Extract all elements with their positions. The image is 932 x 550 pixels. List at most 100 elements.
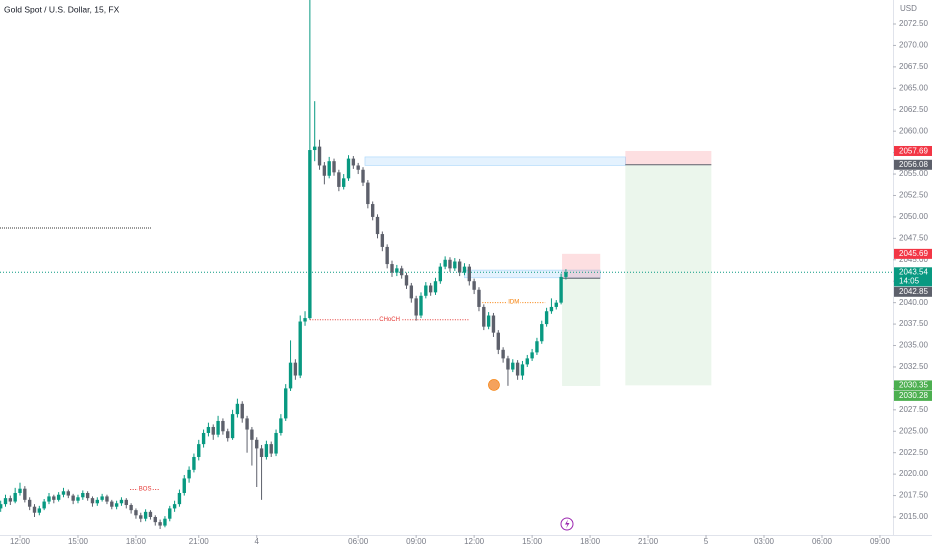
candle-body xyxy=(506,358,510,370)
y-tick-label: 2022.50 xyxy=(899,448,928,457)
candle-body xyxy=(385,246,389,265)
position-risk xyxy=(625,150,712,165)
x-tick-label: 12:00 xyxy=(464,537,485,546)
candle-body xyxy=(482,306,486,327)
price-tag xyxy=(894,390,932,401)
candle-body xyxy=(279,418,283,433)
candle-body xyxy=(100,496,104,500)
x-tick-label: 18:00 xyxy=(580,537,601,546)
candle-body xyxy=(428,285,433,293)
candle-body xyxy=(76,497,80,501)
y-tick-label: 2070.00 xyxy=(899,41,928,50)
candle-body xyxy=(235,403,240,415)
candle-body xyxy=(192,456,196,470)
candle-body xyxy=(462,266,467,273)
candle-body xyxy=(414,298,418,316)
price-tag-label: 2042.85 xyxy=(899,287,928,296)
candle-body xyxy=(274,432,278,454)
candle-body xyxy=(438,266,443,282)
price-tag xyxy=(894,286,932,297)
y-tick-label: 2072.50 xyxy=(899,19,928,28)
candle-body xyxy=(27,499,32,507)
candle-body xyxy=(515,362,520,376)
candle-body xyxy=(293,362,298,376)
y-tick-label: 2020.00 xyxy=(899,469,928,478)
candle-body xyxy=(366,182,370,205)
candle-body xyxy=(61,491,66,495)
candle-body xyxy=(129,504,133,511)
candle-body xyxy=(540,324,544,342)
y-tick-label: 2067.50 xyxy=(899,62,928,71)
candle-body xyxy=(356,165,360,170)
price-tag-label: 2030.28 xyxy=(899,391,928,400)
candle-body xyxy=(81,492,85,498)
candle-body xyxy=(564,272,568,277)
position-reward xyxy=(625,164,712,386)
candle-body xyxy=(370,204,375,217)
drawings xyxy=(0,150,712,386)
candle-body xyxy=(346,158,351,179)
candle-body xyxy=(327,161,331,176)
structure-label: BOS xyxy=(139,487,152,493)
x-tick-label: 06:00 xyxy=(348,537,369,546)
candle-body xyxy=(8,498,13,502)
candle-body xyxy=(448,259,452,269)
y-tick-label: 2065.00 xyxy=(899,83,928,92)
candle-body xyxy=(172,504,177,509)
candle-body xyxy=(544,311,549,325)
candle-body xyxy=(119,499,124,504)
candle-body xyxy=(182,478,186,493)
candle-body xyxy=(211,426,215,435)
position-reward xyxy=(562,278,601,386)
candle-body xyxy=(206,426,211,433)
candle-body xyxy=(37,508,42,513)
position-risk xyxy=(562,253,601,279)
candle-body xyxy=(245,418,249,430)
candle-body xyxy=(530,352,534,359)
candle-body xyxy=(168,508,172,519)
candle-body xyxy=(453,261,457,269)
candle-body xyxy=(535,341,539,353)
x-tick-label: 15:00 xyxy=(522,537,543,546)
candle-body xyxy=(313,146,317,151)
candle-body xyxy=(554,302,558,307)
candle-body xyxy=(216,420,220,435)
x-tick-label: 5 xyxy=(704,537,709,546)
candle-body xyxy=(3,498,8,505)
x-tick-label: 03:00 xyxy=(754,537,775,546)
structure-label: CHoCH xyxy=(379,317,400,323)
candle-body xyxy=(230,414,235,439)
candle-body xyxy=(298,321,302,376)
candle-body xyxy=(240,403,244,419)
supply-zone xyxy=(364,156,626,166)
y-tick-label: 2032.50 xyxy=(899,362,928,371)
candle-body xyxy=(201,432,206,445)
candle-body xyxy=(187,469,191,479)
candle-body xyxy=(322,165,327,176)
candle-body xyxy=(110,501,114,507)
candle-body xyxy=(71,495,75,501)
candle-body xyxy=(511,362,515,370)
currency-label: USD xyxy=(900,4,917,13)
candle-body xyxy=(52,496,56,500)
candle-body xyxy=(409,285,414,299)
candle-body xyxy=(433,281,438,293)
x-tick-label: 4 xyxy=(255,537,260,546)
chart-title: Gold Spot / U.S. Dollar, 15, FX xyxy=(4,4,120,14)
candle-body xyxy=(47,496,51,502)
candle-body xyxy=(177,492,182,505)
candle-body xyxy=(158,522,162,526)
candle-body xyxy=(153,516,157,523)
candle-body xyxy=(221,420,225,432)
candle-body xyxy=(255,439,259,449)
x-tick-label: 12:00 xyxy=(10,537,31,546)
candle-body xyxy=(457,261,462,273)
replay-icon[interactable] xyxy=(560,517,574,531)
candle-body xyxy=(197,444,201,457)
x-tick-label: 18:00 xyxy=(126,537,147,546)
candle-body xyxy=(361,169,365,183)
y-tick-label: 2062.50 xyxy=(899,105,928,114)
x-tick-label: 09:00 xyxy=(406,537,427,546)
